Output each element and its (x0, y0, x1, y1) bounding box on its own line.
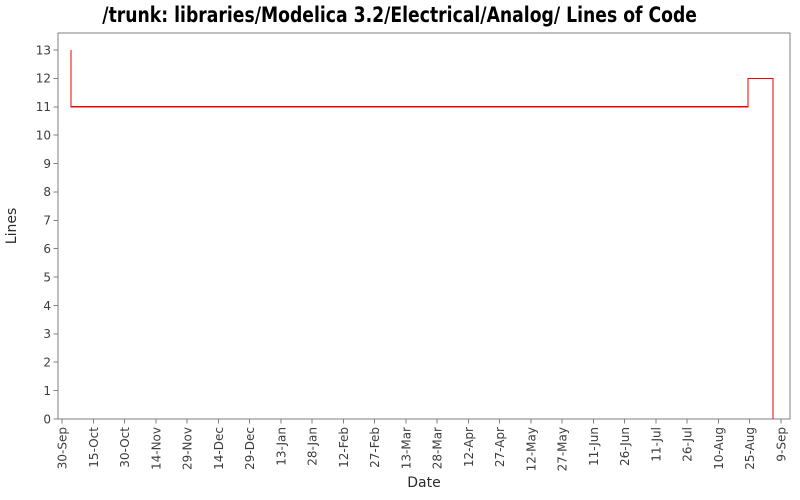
x-tick-label: 15-Oct (87, 427, 101, 468)
y-tick-label: 9 (43, 157, 51, 171)
y-tick-label: 1 (43, 384, 51, 398)
x-tick-label: 9-Sep (775, 427, 789, 462)
y-tick-label: 6 (43, 242, 51, 256)
y-tick-label: 2 (43, 356, 51, 370)
y-tick-label: 5 (43, 270, 51, 284)
x-tick-label: 28-Jan (306, 427, 320, 466)
chart-title: /trunk: libraries/Modelica 3.2/Electrica… (0, 3, 800, 27)
y-tick-label: 3 (43, 327, 51, 341)
x-tick-label: 29-Nov (181, 427, 195, 470)
y-tick-label: 10 (36, 128, 51, 142)
x-tick-label: 26-Jun (618, 427, 632, 466)
x-tick-label: 27-May (556, 427, 570, 471)
x-tick-label: 11-Jun (587, 427, 601, 466)
y-tick-label: 11 (36, 100, 51, 114)
x-tick-label: 14-Dec (212, 427, 226, 470)
chart-title-text: /trunk: libraries/Modelica 3.2/Electrica… (102, 3, 698, 27)
y-tick-label: 8 (43, 185, 51, 199)
y-tick-label: 12 (36, 72, 51, 86)
x-tick-label: 12-Feb (337, 427, 351, 468)
loc-line-series (70, 50, 774, 419)
y-tick-label: 7 (43, 214, 51, 228)
x-tick-label: 12-Apr (462, 427, 476, 467)
y-axis-label: Lines (4, 208, 20, 244)
x-tick-label: 27-Feb (368, 427, 382, 468)
x-tick-label: 28-Mar (431, 427, 445, 469)
x-tick-label: 29-Dec (243, 427, 257, 470)
plot-border (57, 32, 791, 420)
x-tick-label: 11-Jul (649, 427, 663, 462)
x-tick-label: 10-Aug (712, 427, 726, 470)
x-axis-label: Date (407, 475, 440, 491)
x-tick-label: 12-May (524, 427, 538, 471)
y-tick-label: 13 (36, 43, 51, 57)
x-tick-label: 25-Aug (743, 427, 757, 470)
x-tick-label: 13-Jan (274, 427, 288, 466)
x-tick-label: 13-Mar (399, 427, 413, 469)
x-tick-label: 26-Jul (681, 427, 695, 462)
x-tick-label: 14-Nov (149, 427, 163, 470)
x-tick-label: 30-Sep (56, 427, 70, 469)
y-tick-label: 4 (43, 299, 51, 313)
x-tick-label: 30-Oct (118, 427, 132, 468)
x-tick-label: 27-Apr (493, 427, 507, 467)
y-tick-label: 0 (43, 412, 51, 426)
